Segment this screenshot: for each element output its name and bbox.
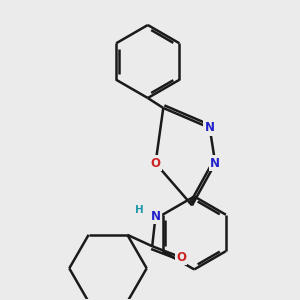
Text: N: N [210,157,220,170]
Text: N: N [205,122,215,134]
Text: N: N [151,210,160,223]
Text: H: H [135,205,143,215]
Text: O: O [176,251,186,264]
Text: O: O [151,157,160,170]
